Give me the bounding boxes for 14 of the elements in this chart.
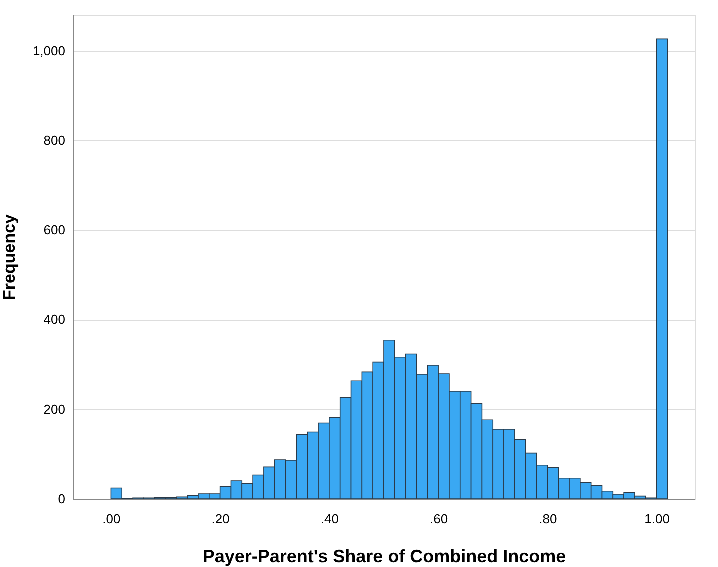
x-tick-label: .80: [539, 512, 558, 526]
y-tick-label: 600: [44, 222, 66, 238]
x-tick-label: .40: [320, 512, 339, 526]
x-tick-label: .60: [430, 512, 448, 526]
y-tick-label: 1,000: [32, 43, 66, 58]
x-tick-label: .20: [212, 512, 230, 526]
x-tick-label: 1.00: [644, 512, 670, 526]
x-tick-label: .00: [102, 512, 121, 526]
y-tick-label: 200: [44, 402, 66, 417]
y-tick-label: 800: [44, 132, 66, 148]
x-axis-title: Payer-Parent's Share of Combined Income: [202, 546, 566, 566]
y-tick-label: 400: [44, 312, 66, 328]
y-axis-title: Frequency: [0, 214, 19, 300]
y-tick-label: 0: [58, 492, 66, 506]
